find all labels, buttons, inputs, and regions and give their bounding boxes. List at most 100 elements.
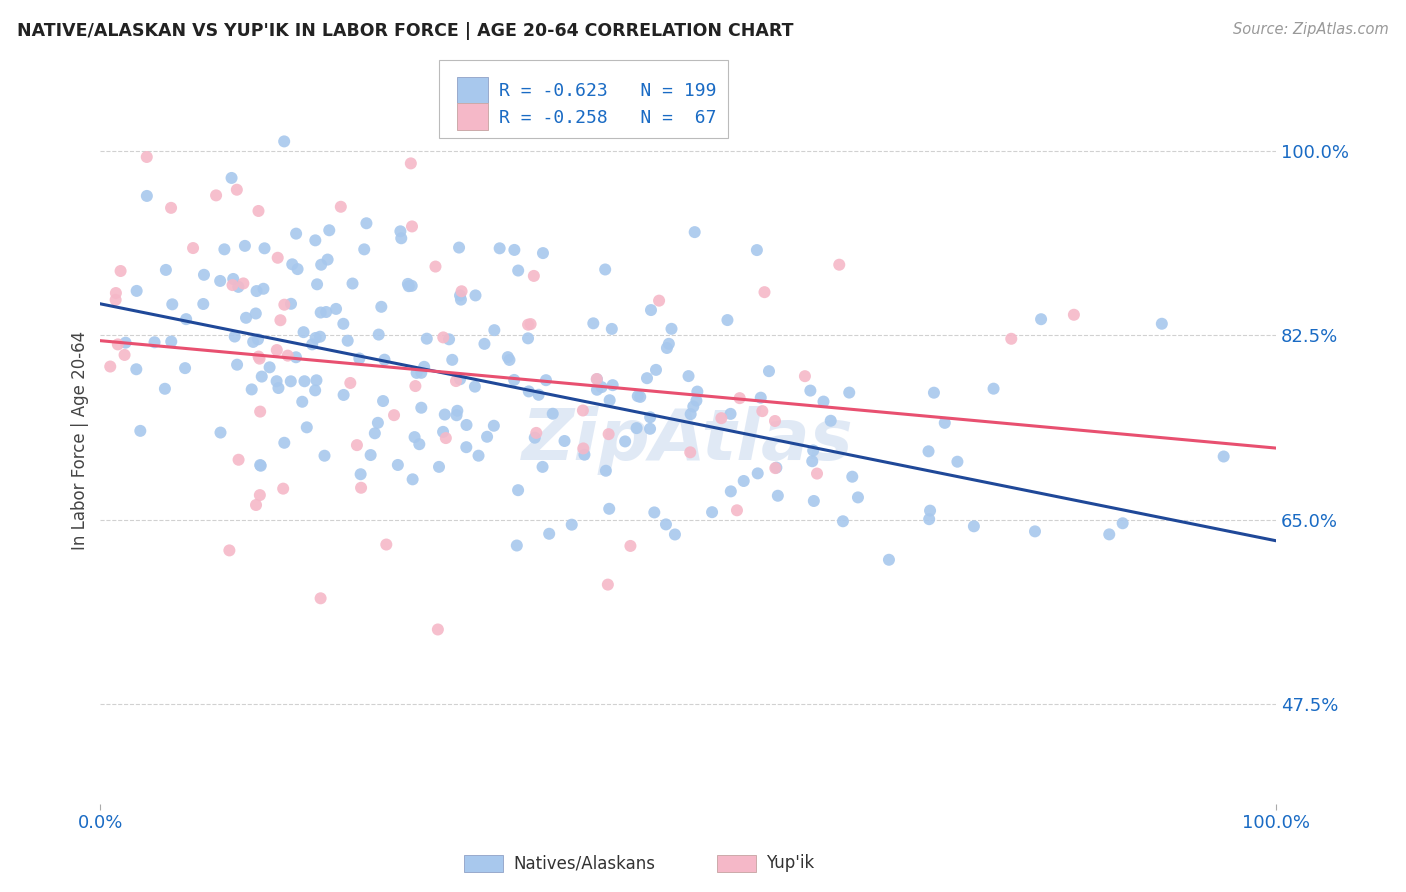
Point <box>304 384 326 398</box>
Point <box>285 351 308 365</box>
Point <box>803 494 825 508</box>
Point <box>249 404 271 418</box>
Point <box>114 335 136 350</box>
Point <box>382 408 405 422</box>
Point <box>450 293 472 307</box>
Point <box>336 334 359 348</box>
Text: R = -0.623   N = 199: R = -0.623 N = 199 <box>499 82 717 100</box>
Point <box>519 317 541 331</box>
Point <box>595 464 617 478</box>
Point <box>315 305 337 319</box>
Point <box>645 363 668 377</box>
Point <box>638 422 661 436</box>
Text: ZipAtlas: ZipAtlas <box>522 406 853 475</box>
Point <box>416 332 439 346</box>
Point <box>596 577 619 591</box>
Point <box>538 526 561 541</box>
Point <box>285 227 308 241</box>
Point <box>484 323 506 337</box>
Point <box>446 409 468 423</box>
Point <box>174 361 197 376</box>
Point <box>498 353 520 368</box>
Point <box>963 519 986 533</box>
Point <box>496 350 519 364</box>
Point <box>877 553 900 567</box>
Point <box>209 274 232 288</box>
Point <box>209 425 232 440</box>
Point <box>747 467 769 481</box>
Point <box>918 512 941 526</box>
Point <box>432 425 454 439</box>
Point <box>250 369 273 384</box>
Point <box>375 537 398 551</box>
Point <box>342 277 364 291</box>
Point <box>636 371 658 385</box>
Point <box>456 417 478 432</box>
Point <box>593 262 616 277</box>
Point <box>280 297 302 311</box>
Point <box>1098 527 1121 541</box>
Point <box>98 359 121 374</box>
Point <box>332 388 354 402</box>
Point <box>658 336 681 351</box>
Point <box>404 379 426 393</box>
Point <box>449 288 471 302</box>
Point <box>765 460 787 475</box>
Text: NATIVE/ALASKAN VS YUP'IK IN LABOR FORCE | AGE 20-64 CORRELATION CHART: NATIVE/ALASKAN VS YUP'IK IN LABOR FORCE … <box>17 22 793 40</box>
Point <box>598 427 620 442</box>
Point <box>295 420 318 434</box>
Point <box>360 448 382 462</box>
Point <box>309 329 332 343</box>
Point <box>541 407 564 421</box>
Point <box>1024 524 1046 539</box>
Point <box>304 331 326 345</box>
Point <box>107 337 129 351</box>
Point <box>304 233 326 247</box>
Point <box>447 241 470 255</box>
Point <box>162 297 184 311</box>
Point <box>267 381 290 395</box>
Point <box>686 384 709 399</box>
Point <box>586 383 609 397</box>
Point <box>524 425 547 440</box>
Point <box>232 277 254 291</box>
Point <box>934 416 956 430</box>
Point <box>464 288 486 302</box>
Point <box>281 257 304 271</box>
Point <box>346 438 368 452</box>
Point <box>411 366 433 380</box>
Point <box>364 426 387 441</box>
Point <box>846 491 869 505</box>
Point <box>389 224 412 238</box>
Point <box>135 150 157 164</box>
Point <box>1111 516 1133 531</box>
Point <box>242 334 264 349</box>
Point <box>273 298 295 312</box>
Point <box>249 458 271 472</box>
Point <box>253 241 276 255</box>
Point <box>301 337 323 351</box>
Point <box>401 278 423 293</box>
Point <box>700 505 723 519</box>
Point <box>218 543 240 558</box>
Point <box>832 514 855 528</box>
Text: R = -0.258   N =  67: R = -0.258 N = 67 <box>499 109 717 127</box>
Point <box>309 258 332 272</box>
Point <box>801 454 824 468</box>
Point <box>716 313 738 327</box>
Point <box>600 322 623 336</box>
Point <box>249 458 271 473</box>
Point <box>398 279 420 293</box>
Point <box>586 372 609 386</box>
Point <box>426 623 449 637</box>
Point <box>554 434 576 448</box>
Point <box>332 317 354 331</box>
Point <box>517 384 540 399</box>
Point <box>531 459 554 474</box>
Point <box>749 391 772 405</box>
Point <box>751 404 773 418</box>
Point <box>799 384 821 398</box>
Point <box>679 407 702 421</box>
Point <box>249 488 271 502</box>
Point <box>643 505 665 519</box>
